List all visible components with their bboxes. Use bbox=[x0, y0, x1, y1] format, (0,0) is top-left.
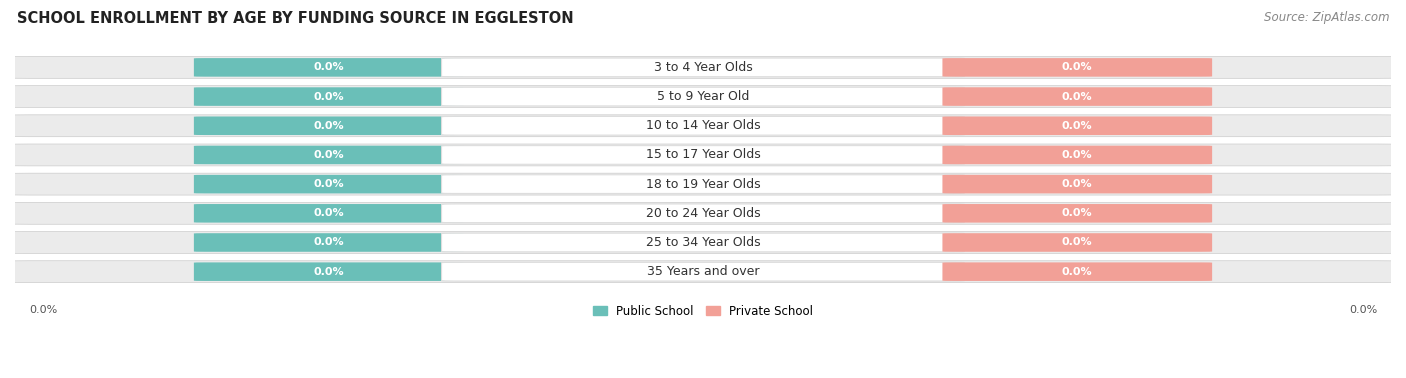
Text: 0.0%: 0.0% bbox=[1062, 121, 1092, 131]
FancyBboxPatch shape bbox=[942, 87, 1212, 106]
FancyBboxPatch shape bbox=[194, 146, 464, 164]
Legend: Public School, Private School: Public School, Private School bbox=[588, 300, 818, 322]
FancyBboxPatch shape bbox=[942, 233, 1212, 252]
Text: 35 Years and over: 35 Years and over bbox=[647, 265, 759, 278]
FancyBboxPatch shape bbox=[194, 58, 464, 77]
Text: 0.0%: 0.0% bbox=[314, 208, 344, 218]
FancyBboxPatch shape bbox=[8, 115, 1398, 137]
Text: 10 to 14 Year Olds: 10 to 14 Year Olds bbox=[645, 119, 761, 132]
FancyBboxPatch shape bbox=[194, 87, 464, 106]
Text: 18 to 19 Year Olds: 18 to 19 Year Olds bbox=[645, 178, 761, 191]
Text: 15 to 17 Year Olds: 15 to 17 Year Olds bbox=[645, 149, 761, 161]
Text: 0.0%: 0.0% bbox=[1062, 179, 1092, 189]
FancyBboxPatch shape bbox=[942, 116, 1212, 135]
Text: 0.0%: 0.0% bbox=[1062, 237, 1092, 248]
FancyBboxPatch shape bbox=[194, 116, 464, 135]
Text: 3 to 4 Year Olds: 3 to 4 Year Olds bbox=[654, 61, 752, 74]
FancyBboxPatch shape bbox=[194, 204, 464, 223]
FancyBboxPatch shape bbox=[8, 261, 1398, 283]
Text: 0.0%: 0.0% bbox=[28, 305, 58, 315]
Text: 0.0%: 0.0% bbox=[314, 179, 344, 189]
FancyBboxPatch shape bbox=[441, 262, 965, 281]
Text: 5 to 9 Year Old: 5 to 9 Year Old bbox=[657, 90, 749, 103]
Text: 0.0%: 0.0% bbox=[1062, 62, 1092, 73]
Text: 0.0%: 0.0% bbox=[1062, 208, 1092, 218]
Text: 0.0%: 0.0% bbox=[314, 237, 344, 248]
FancyBboxPatch shape bbox=[441, 233, 965, 252]
FancyBboxPatch shape bbox=[942, 204, 1212, 223]
FancyBboxPatch shape bbox=[194, 233, 464, 252]
FancyBboxPatch shape bbox=[942, 262, 1212, 281]
Text: 20 to 24 Year Olds: 20 to 24 Year Olds bbox=[645, 207, 761, 220]
Text: 25 to 34 Year Olds: 25 to 34 Year Olds bbox=[645, 236, 761, 249]
FancyBboxPatch shape bbox=[8, 86, 1398, 107]
FancyBboxPatch shape bbox=[441, 58, 965, 77]
FancyBboxPatch shape bbox=[8, 232, 1398, 253]
Text: 0.0%: 0.0% bbox=[1348, 305, 1378, 315]
FancyBboxPatch shape bbox=[942, 58, 1212, 77]
Text: 0.0%: 0.0% bbox=[314, 267, 344, 277]
FancyBboxPatch shape bbox=[441, 204, 965, 223]
FancyBboxPatch shape bbox=[441, 116, 965, 135]
FancyBboxPatch shape bbox=[8, 202, 1398, 224]
FancyBboxPatch shape bbox=[8, 144, 1398, 166]
FancyBboxPatch shape bbox=[194, 262, 464, 281]
Text: 0.0%: 0.0% bbox=[314, 121, 344, 131]
FancyBboxPatch shape bbox=[194, 175, 464, 194]
Text: 0.0%: 0.0% bbox=[314, 150, 344, 160]
Text: 0.0%: 0.0% bbox=[1062, 150, 1092, 160]
Text: 0.0%: 0.0% bbox=[314, 91, 344, 102]
FancyBboxPatch shape bbox=[441, 146, 965, 164]
FancyBboxPatch shape bbox=[441, 87, 965, 106]
Text: Source: ZipAtlas.com: Source: ZipAtlas.com bbox=[1264, 11, 1389, 24]
Text: SCHOOL ENROLLMENT BY AGE BY FUNDING SOURCE IN EGGLESTON: SCHOOL ENROLLMENT BY AGE BY FUNDING SOUR… bbox=[17, 11, 574, 26]
FancyBboxPatch shape bbox=[8, 173, 1398, 195]
Text: 0.0%: 0.0% bbox=[1062, 267, 1092, 277]
FancyBboxPatch shape bbox=[942, 146, 1212, 164]
FancyBboxPatch shape bbox=[8, 56, 1398, 78]
FancyBboxPatch shape bbox=[441, 175, 965, 194]
Text: 0.0%: 0.0% bbox=[314, 62, 344, 73]
Text: 0.0%: 0.0% bbox=[1062, 91, 1092, 102]
FancyBboxPatch shape bbox=[942, 175, 1212, 194]
